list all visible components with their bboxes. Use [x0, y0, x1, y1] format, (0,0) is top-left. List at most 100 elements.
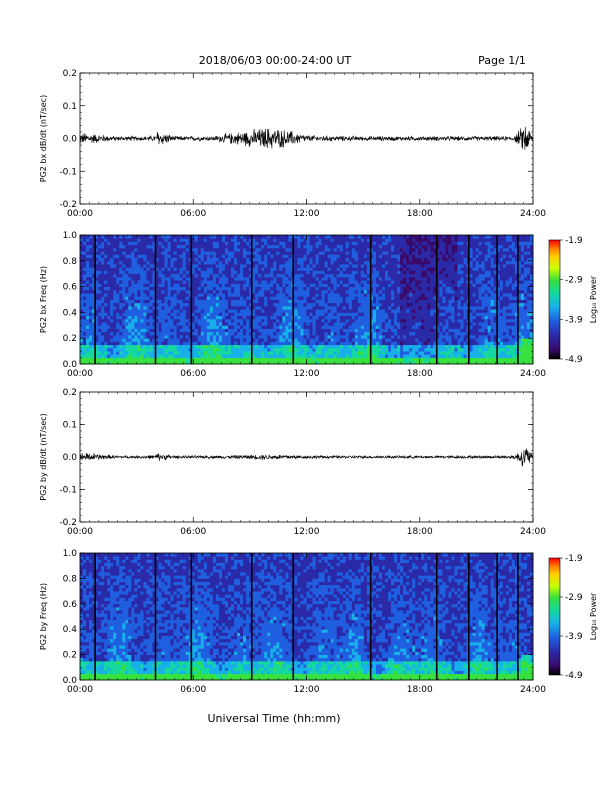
spectrogram-cell [164, 322, 168, 326]
spectrogram-cell [158, 241, 162, 246]
spectrogram-cell [333, 328, 338, 333]
spectrogram-cell [209, 286, 214, 291]
spectrogram-cell [116, 318, 120, 323]
spectrogram-cell [363, 325, 368, 329]
spectrogram-cell [333, 322, 338, 326]
spectrogram-cell [309, 238, 313, 242]
spectrogram-cell [430, 331, 434, 336]
spectrogram-cell [394, 347, 398, 352]
spectrogram-cell [354, 244, 359, 249]
spectrogram-cell [336, 267, 341, 271]
spectrogram-cell [342, 260, 347, 265]
spectrogram-cell [209, 341, 214, 346]
spectrogram-cell [194, 351, 199, 355]
spectrogram-cell [140, 341, 144, 346]
spectrogram-cell [134, 305, 138, 310]
spectrogram-cell [378, 280, 383, 284]
spectrogram-cell [137, 238, 141, 242]
spectrogram-cell [378, 286, 383, 291]
spectrogram-cell [125, 267, 129, 271]
spectrogram-cell [282, 354, 286, 358]
spectrogram-cell [282, 325, 286, 329]
spectrogram-cell [369, 283, 374, 288]
spectrogram-cell [273, 325, 277, 329]
spectrogram-cell [261, 305, 265, 310]
spectrogram-cell [439, 347, 443, 352]
spectrogram-cell [215, 299, 220, 304]
spectrogram-cell [433, 276, 437, 281]
spectrogram-cell [107, 251, 111, 255]
spectrogram-cell [218, 293, 223, 297]
spectrogram-cell [249, 347, 253, 352]
spectrogram-cell [300, 244, 304, 249]
spectrogram-cell [200, 299, 205, 304]
spectrogram-cell [137, 305, 141, 310]
spectrogram-cell [83, 322, 87, 326]
spectrogram-cell [427, 318, 431, 323]
spectrogram-cell [206, 241, 211, 246]
spectrogram-cell [243, 344, 247, 349]
spectrogram-cell [400, 244, 404, 249]
spectrogram-cell [333, 257, 338, 262]
spectrogram-cell [270, 305, 274, 310]
spectrogram-cell [161, 251, 165, 255]
spectrogram-cell [339, 347, 344, 352]
spectrogram-cell [339, 341, 344, 346]
spectrogram-cell [246, 267, 250, 271]
spectrogram-cell [234, 318, 238, 323]
spectrogram-cell [206, 280, 211, 284]
spectrogram-cell [406, 286, 410, 291]
spectrogram-cell [95, 357, 99, 362]
spectrogram-cell [327, 347, 332, 352]
spectrogram-cell [424, 299, 428, 304]
spectrogram-cell [333, 331, 338, 336]
spectrogram-cell [203, 260, 208, 265]
spectrogram-cell [318, 312, 322, 317]
spectrogram-cell [360, 305, 365, 310]
spectrogram-cell [363, 334, 368, 339]
spectrogram-cell [279, 360, 283, 365]
spectrogram-cell [348, 257, 353, 262]
spectrogram-cell [327, 331, 332, 336]
spectrogram-cell [294, 344, 298, 349]
spectrogram-cell [107, 238, 111, 242]
spectrogram-cell [430, 273, 434, 278]
spectrogram-cell [391, 267, 395, 271]
spectrogram-cell [415, 328, 419, 333]
spectrogram-cell [382, 328, 386, 333]
spectrogram-cell [327, 312, 332, 317]
spectrogram-cell [206, 322, 211, 326]
spectrogram-cell [197, 309, 202, 313]
spectrogram-cell [252, 360, 256, 365]
spectrogram-cell [252, 325, 256, 329]
spectrogram-cell [318, 283, 322, 288]
spectrogram-cell [297, 341, 301, 346]
spectrogram-cell [336, 302, 341, 307]
spectrogram-cell [227, 357, 232, 362]
spectrogram-cell [149, 270, 153, 275]
spectrogram-cell [224, 267, 229, 271]
spectrogram-cell [155, 351, 159, 355]
spectrogram-cell [206, 260, 211, 265]
spectrogram-cell [351, 318, 356, 323]
spectrogram-cell [218, 338, 223, 342]
spectrogram-cell [89, 351, 93, 355]
spectrogram-cell [173, 267, 178, 271]
spectrogram-cell [146, 276, 150, 281]
spectrogram-cell [285, 334, 289, 339]
spectrogram-cell [409, 264, 413, 268]
spectrogram-cell [273, 322, 277, 326]
spectrogram-cell [131, 283, 135, 288]
spectrogram-cell [137, 293, 141, 297]
spectrogram-cell [206, 347, 211, 352]
spectrogram-cell [394, 299, 398, 304]
spectrogram-cell [351, 296, 356, 300]
spectrogram-cell [167, 309, 171, 313]
spectrogram-cell [270, 270, 274, 275]
spectrogram-cell [246, 241, 250, 246]
spectrogram-cell [95, 322, 99, 326]
spectrogram-cell [360, 302, 365, 307]
spectrogram-cell [224, 338, 229, 342]
spectrogram-cell [267, 344, 271, 349]
